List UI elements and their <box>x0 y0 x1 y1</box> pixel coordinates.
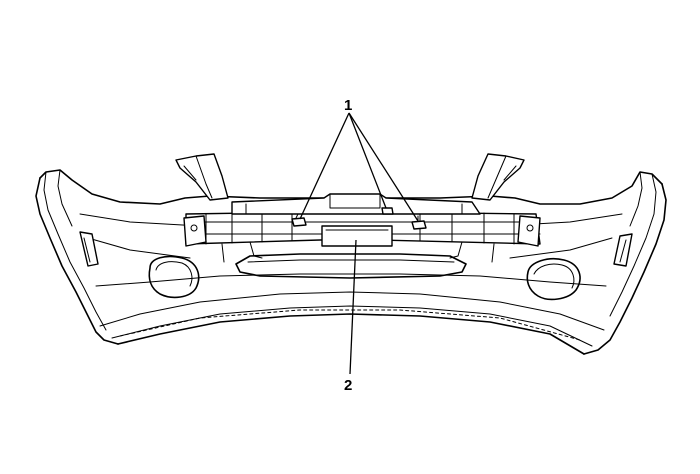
callout-2-label: 2 <box>344 377 352 394</box>
right-upper-bracket <box>471 153 525 201</box>
left-side-marker <box>79 231 99 267</box>
leader-line-callout-2 <box>349 239 357 375</box>
fastener-right <box>411 215 427 230</box>
left-fog-lamp-opening <box>148 255 200 299</box>
callout-1-label: 1 <box>344 97 352 114</box>
left-upper-bracket <box>175 153 229 201</box>
fastener-center <box>381 207 394 215</box>
right-side-marker <box>613 233 633 267</box>
right-fog-lamp-opening <box>526 257 581 301</box>
impact-bar <box>183 193 541 263</box>
leader-lines-callout-1 <box>299 112 419 222</box>
